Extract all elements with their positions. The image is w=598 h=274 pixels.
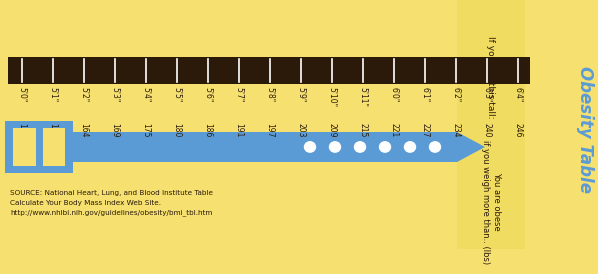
- Text: 5'2": 5'2": [80, 87, 89, 102]
- Circle shape: [329, 142, 340, 152]
- Text: 6'4": 6'4": [514, 87, 523, 102]
- Text: 5'5": 5'5": [172, 87, 182, 102]
- Text: 180: 180: [172, 123, 182, 138]
- Text: 175: 175: [142, 123, 151, 138]
- Text: 234: 234: [451, 123, 460, 138]
- Text: 203: 203: [297, 123, 306, 138]
- Circle shape: [304, 142, 316, 152]
- Text: 215: 215: [358, 123, 368, 138]
- Text: If you are this tall:: If you are this tall:: [487, 36, 496, 118]
- Text: SOURCE: National Heart, Lung, and Blood Institute Table
Calculate Your Body Mass: SOURCE: National Heart, Lung, and Blood …: [10, 190, 213, 216]
- Text: 6'1": 6'1": [420, 87, 429, 102]
- Bar: [8, 58, 530, 84]
- Text: 164: 164: [80, 123, 89, 138]
- Text: 186: 186: [203, 123, 212, 138]
- Text: 6'2": 6'2": [451, 87, 460, 102]
- Text: 169: 169: [111, 123, 120, 138]
- Text: 5'11": 5'11": [358, 87, 368, 107]
- Bar: [457, 155, 525, 249]
- Text: 240: 240: [483, 123, 492, 138]
- Text: 5'1": 5'1": [48, 87, 57, 102]
- Circle shape: [429, 142, 441, 152]
- Text: 246: 246: [514, 123, 523, 138]
- Text: 5'0": 5'0": [17, 87, 26, 102]
- Text: 6'0": 6'0": [389, 87, 398, 102]
- Bar: [457, 0, 525, 155]
- Text: 5'4": 5'4": [142, 87, 151, 102]
- Bar: [13, 128, 65, 166]
- Text: 227: 227: [420, 123, 429, 138]
- Bar: [35, 128, 42, 166]
- Text: 221: 221: [389, 123, 398, 138]
- Text: 153: 153: [17, 123, 26, 138]
- Circle shape: [355, 142, 365, 152]
- Text: 5'10": 5'10": [328, 87, 337, 107]
- Text: 159: 159: [48, 123, 57, 138]
- Text: 209: 209: [328, 123, 337, 138]
- Text: You are obese
if you weigh more than.. (lbs): You are obese if you weigh more than.. (…: [481, 139, 501, 264]
- Text: 5'8": 5'8": [266, 87, 274, 102]
- Polygon shape: [457, 132, 485, 162]
- Text: 6'3": 6'3": [483, 87, 492, 102]
- Text: 5'3": 5'3": [111, 87, 120, 102]
- Text: 197: 197: [266, 123, 274, 138]
- Bar: [5, 121, 73, 173]
- Text: 5'7": 5'7": [234, 87, 243, 102]
- Text: 5'9": 5'9": [297, 87, 306, 102]
- Text: 5'6": 5'6": [203, 87, 212, 102]
- Bar: [72, 132, 457, 162]
- Circle shape: [380, 142, 390, 152]
- Circle shape: [404, 142, 416, 152]
- Text: Obesity Table: Obesity Table: [576, 65, 594, 193]
- Text: 191: 191: [234, 123, 243, 138]
